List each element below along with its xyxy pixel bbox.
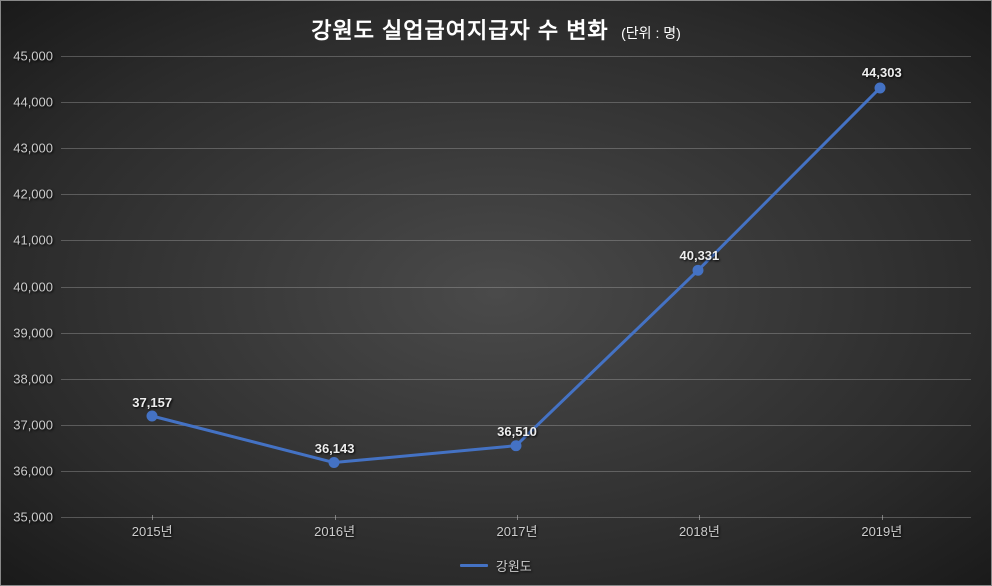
x-tick-label: 2017년 bbox=[497, 521, 538, 540]
plot-area: 37,157 36,143 36,510 40,331 44,303 bbox=[61, 56, 971, 515]
x-tick-label: 2018년 bbox=[679, 521, 720, 540]
y-tick-label: 40,000 bbox=[13, 279, 53, 294]
x-tick-mark bbox=[517, 515, 518, 520]
chart-title: 강원도 실업급여지급자 수 변화 bbox=[311, 18, 608, 43]
x-axis: 2015년 2016년 2017년 2018년 2019년 bbox=[61, 515, 971, 545]
y-tick-label: 35,000 bbox=[13, 510, 53, 525]
x-tick-label: 2019년 bbox=[861, 521, 902, 540]
line-series-svg bbox=[61, 56, 971, 515]
x-tick-mark bbox=[699, 515, 700, 520]
y-tick-label: 43,000 bbox=[13, 141, 53, 156]
data-marker bbox=[329, 458, 339, 468]
chart-unit-label: (단위 : 명) bbox=[621, 25, 681, 41]
y-tick-label: 42,000 bbox=[13, 187, 53, 202]
x-tick-mark bbox=[152, 515, 153, 520]
data-label: 40,331 bbox=[680, 248, 720, 263]
y-tick-label: 38,000 bbox=[13, 371, 53, 386]
data-label: 36,510 bbox=[497, 424, 537, 439]
y-tick-label: 44,000 bbox=[13, 95, 53, 110]
legend-line-icon bbox=[460, 564, 488, 567]
y-tick-label: 37,000 bbox=[13, 417, 53, 432]
data-marker bbox=[147, 411, 157, 421]
data-marker bbox=[511, 441, 521, 451]
series-line bbox=[152, 88, 880, 463]
data-label: 36,143 bbox=[315, 441, 355, 456]
legend-series-label: 강원도 bbox=[496, 559, 532, 574]
chart-title-wrap: 강원도 실업급여지급자 수 변화 (단위 : 명) bbox=[1, 13, 991, 45]
data-marker bbox=[693, 265, 703, 275]
x-tick-label: 2015년 bbox=[132, 521, 173, 540]
y-tick-label: 39,000 bbox=[13, 325, 53, 340]
y-tick-label: 36,000 bbox=[13, 463, 53, 478]
chart-container: 강원도 실업급여지급자 수 변화 (단위 : 명) 35,000 36,000 37… bbox=[0, 0, 992, 586]
data-marker bbox=[875, 83, 885, 93]
data-label: 44,303 bbox=[862, 65, 902, 80]
y-tick-label: 41,000 bbox=[13, 233, 53, 248]
y-axis: 35,00036,00037,00038,00039,00040,00041,0… bbox=[1, 56, 61, 515]
x-tick-label: 2016년 bbox=[314, 521, 355, 540]
data-label: 37,157 bbox=[132, 395, 172, 410]
x-tick-mark bbox=[882, 515, 883, 520]
x-tick-mark bbox=[335, 515, 336, 520]
y-tick-label: 45,000 bbox=[13, 49, 53, 64]
legend: 강원도 bbox=[1, 556, 991, 575]
